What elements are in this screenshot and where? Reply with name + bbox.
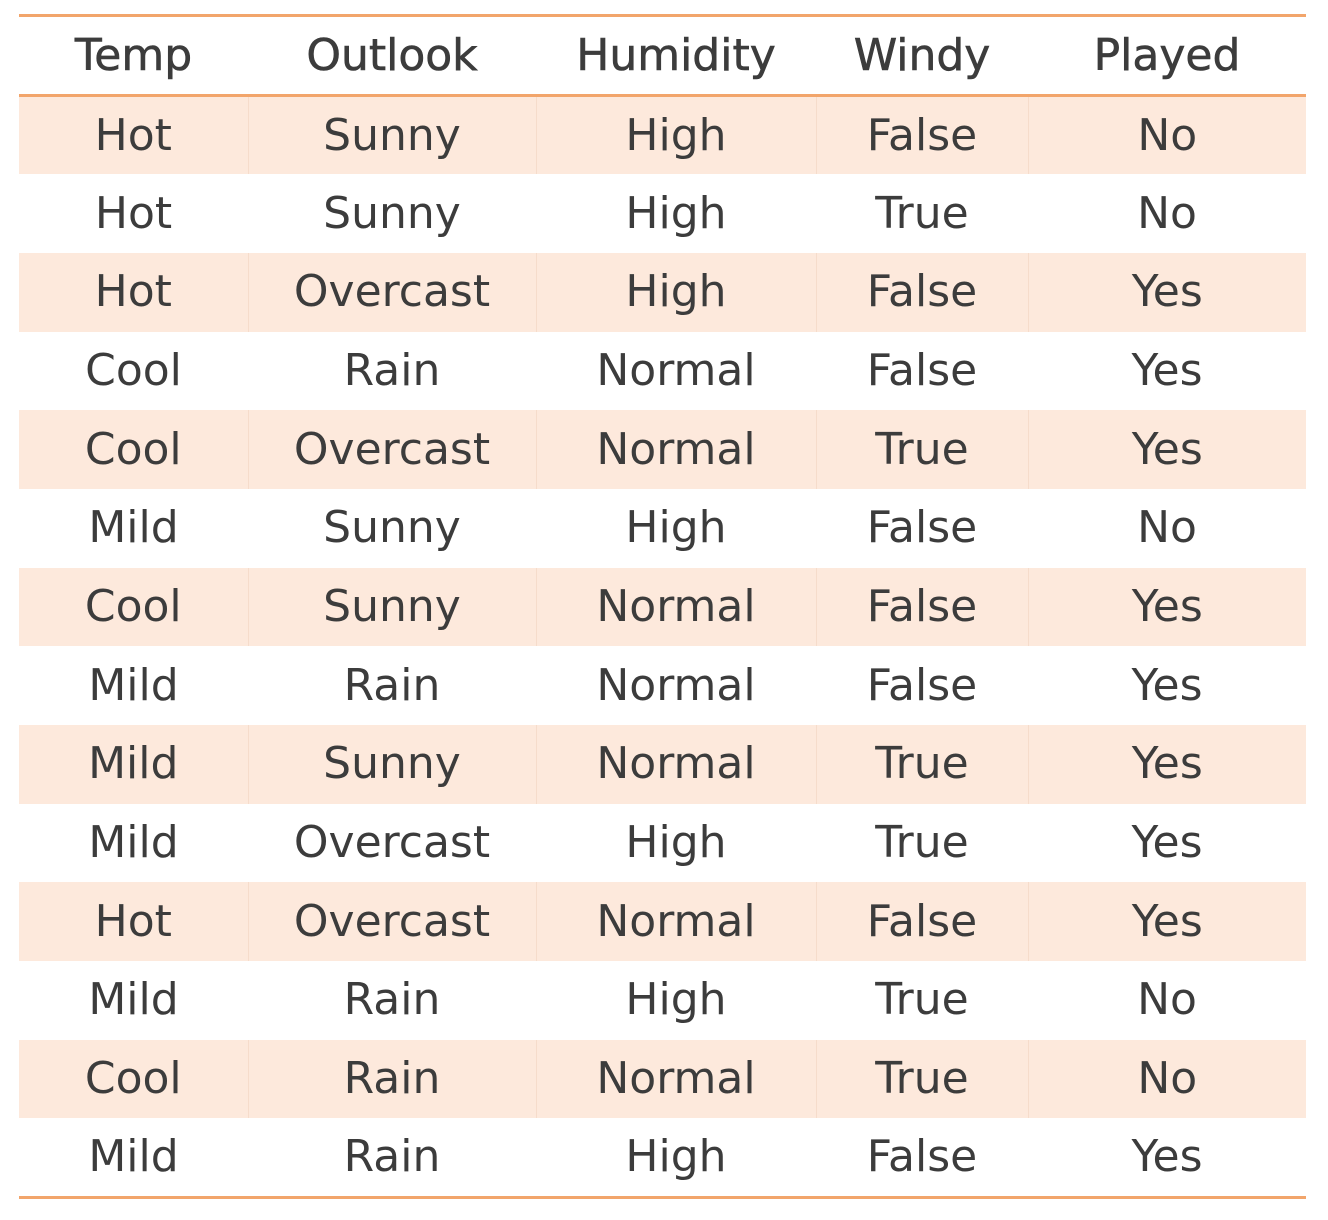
cell-windy: False [816, 1118, 1028, 1199]
cell-temp: Cool [85, 344, 182, 396]
cell-humidity: High [536, 1118, 816, 1199]
cell-humidity: Normal [535, 410, 816, 489]
cell-played: Yes [1028, 1118, 1306, 1199]
cell-played: Yes [1131, 659, 1203, 711]
cell-outlook: Sunny [323, 502, 461, 554]
table-row: Mild Rain High False Yes [19, 1118, 1306, 1199]
table-row: Mild Sunny Normal True Yes [19, 725, 1306, 804]
table-header: Temp Outlook Humidity Windy Played [19, 14, 1306, 97]
cell-outlook: Overcast [247, 882, 536, 962]
header-row: Temp Outlook Humidity Windy Played [19, 14, 1306, 97]
cell-windy: True [815, 725, 1028, 804]
cell-outlook: Overcast [247, 252, 536, 332]
cell-windy: False [815, 95, 1028, 175]
cell-played: Yes [1131, 344, 1203, 396]
cell-outlook: Rain [343, 974, 441, 1026]
cell-windy: False [866, 502, 978, 554]
cell-temp: Hot [19, 252, 248, 332]
table-row: Hot Overcast Normal False Yes [19, 882, 1306, 962]
cell-humidity: Normal [596, 659, 756, 711]
cell-humidity: Normal [535, 725, 816, 804]
cell-played: Yes [1027, 725, 1306, 804]
cell-humidity: Normal [535, 882, 816, 962]
cell-outlook: Sunny [247, 567, 536, 647]
cell-humidity: Normal [535, 1039, 816, 1119]
cell-played: No [1027, 1039, 1306, 1119]
cell-outlook: Overcast [247, 410, 536, 489]
cell-temp: Cool [19, 1039, 248, 1119]
cell-outlook: Sunny [323, 187, 461, 239]
cell-humidity: Normal [596, 344, 756, 396]
header-windy: Windy [816, 14, 1028, 97]
table-body: Hot Sunny High False No Hot Sunny High T… [19, 95, 1306, 1199]
weather-played-table: Temp Outlook Humidity Windy Played Hot S… [19, 14, 1306, 1199]
cell-temp: Mild [88, 974, 179, 1026]
cell-windy: True [875, 187, 969, 239]
cell-windy: False [866, 659, 978, 711]
cell-played: No [1137, 502, 1197, 554]
cell-temp: Cool [19, 410, 248, 489]
cell-played: Yes [1131, 817, 1203, 869]
cell-windy: False [866, 344, 978, 396]
cell-played: Yes [1027, 882, 1306, 962]
cell-outlook: Sunny [247, 725, 536, 804]
cell-temp: Cool [19, 567, 248, 647]
header-played: Played [1028, 14, 1306, 97]
cell-temp: Mild [88, 502, 179, 554]
cell-temp: Hot [94, 187, 173, 239]
table-row: Mild Rain Normal False Yes [19, 646, 1306, 725]
cell-windy: True [815, 410, 1028, 489]
cell-temp: Hot [19, 95, 248, 175]
cell-outlook: Rain [343, 659, 441, 711]
cell-outlook: Rain [247, 1039, 536, 1119]
cell-temp: Mild [88, 659, 179, 711]
cell-humidity: High [625, 187, 727, 239]
table-row: Mild Rain High True No [19, 961, 1306, 1040]
cell-windy: False [815, 567, 1028, 647]
header-outlook: Outlook [248, 14, 536, 97]
cell-outlook: Rain [343, 344, 441, 396]
cell-humidity: High [625, 974, 727, 1026]
cell-windy: False [815, 252, 1028, 332]
cell-outlook: Sunny [247, 95, 536, 175]
cell-humidity: High [535, 95, 816, 175]
cell-windy: False [815, 882, 1028, 962]
cell-temp: Mild [88, 817, 179, 869]
header-humidity: Humidity [536, 14, 816, 97]
cell-humidity: High [625, 502, 727, 554]
cell-humidity: High [625, 817, 727, 869]
cell-played: Yes [1027, 567, 1306, 647]
table-row: Hot Overcast High False Yes [19, 252, 1306, 332]
cell-humidity: High [535, 252, 816, 332]
table-row: Mild Sunny High False No [19, 489, 1306, 568]
table-row: Hot Sunny High True No [19, 174, 1306, 253]
header-temp: Temp [19, 14, 248, 97]
table-row: Cool Sunny Normal False Yes [19, 567, 1306, 647]
cell-outlook: Overcast [293, 817, 491, 869]
cell-outlook: Rain [248, 1118, 536, 1199]
table-row: Mild Overcast High True Yes [19, 804, 1306, 883]
cell-temp: Hot [19, 882, 248, 962]
cell-windy: True [875, 817, 969, 869]
cell-windy: True [875, 974, 969, 1026]
cell-temp: Mild [19, 1118, 248, 1199]
cell-played: No [1027, 95, 1306, 175]
cell-played: Yes [1027, 252, 1306, 332]
cell-windy: True [815, 1039, 1028, 1119]
data-table-container: Temp Outlook Humidity Windy Played Hot S… [19, 14, 1306, 1199]
table-row: Hot Sunny High False No [19, 95, 1306, 175]
cell-humidity: Normal [535, 567, 816, 647]
table-row: Cool Rain Normal True No [19, 1039, 1306, 1119]
cell-played: No [1137, 974, 1197, 1026]
cell-temp: Mild [19, 725, 248, 804]
cell-played: No [1137, 187, 1197, 239]
table-row: Cool Overcast Normal True Yes [19, 410, 1306, 489]
table-row: Cool Rain Normal False Yes [19, 332, 1306, 411]
cell-played: Yes [1027, 410, 1306, 489]
